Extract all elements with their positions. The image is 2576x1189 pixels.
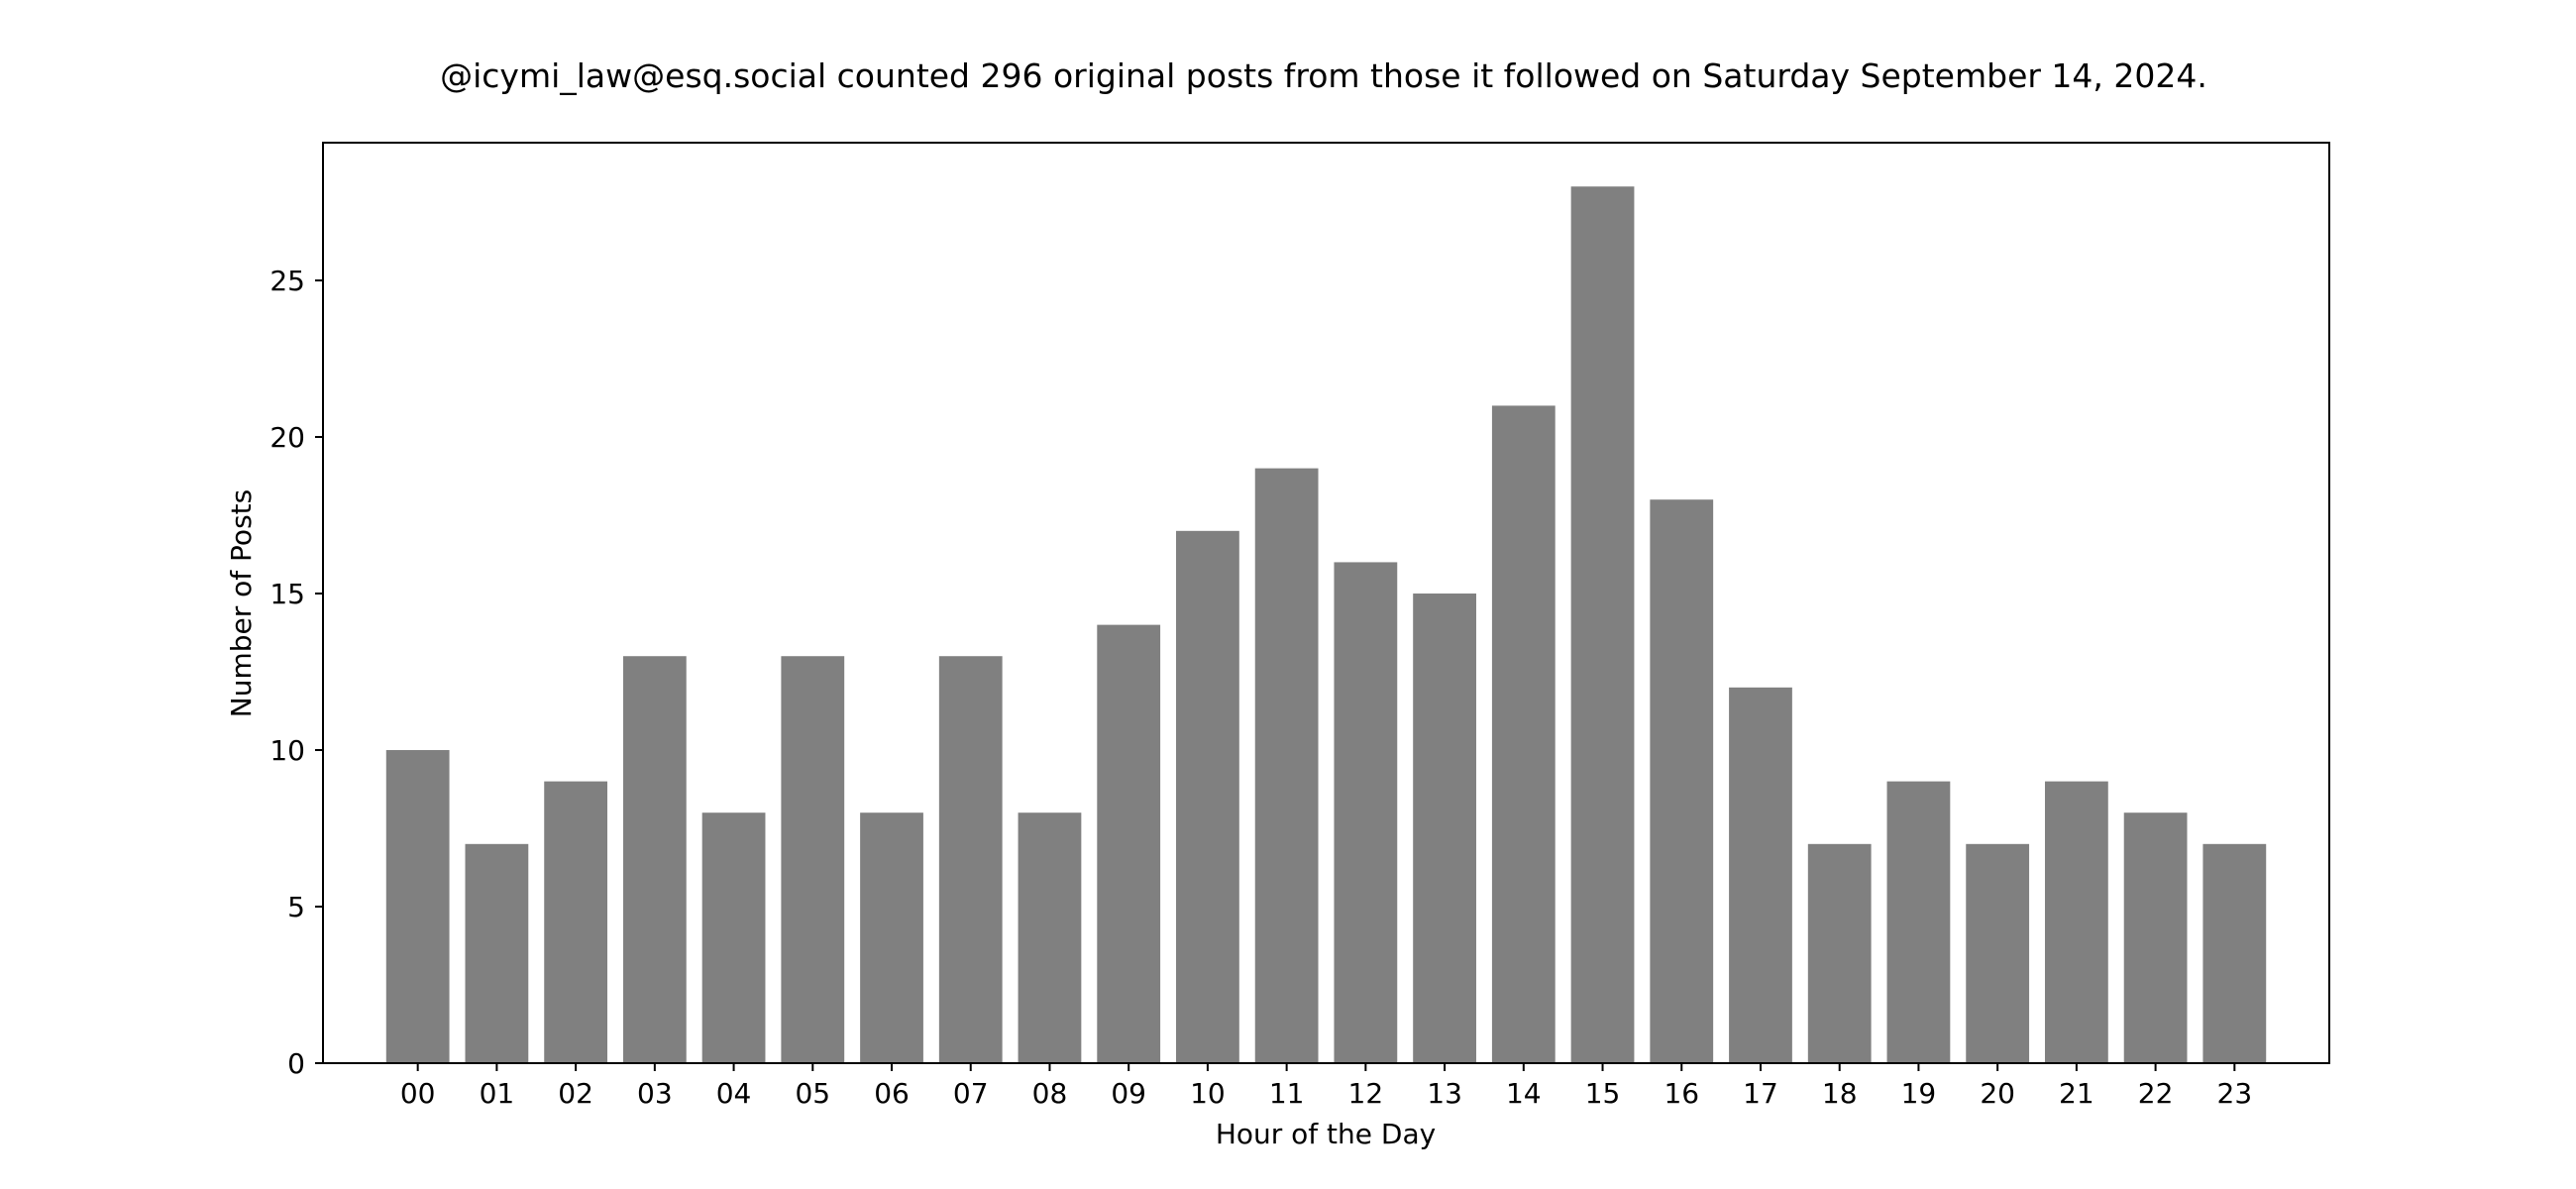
bar-hour-08: [1018, 812, 1082, 1063]
y-tick-label: 5: [287, 891, 305, 923]
bar-hour-01: [465, 843, 529, 1063]
x-tick-label: 10: [1190, 1077, 1226, 1110]
y-axis-ticks: 0 5 10 15 20 25: [269, 265, 323, 1080]
bar-hour-02: [544, 781, 608, 1063]
x-tick-label: 05: [795, 1077, 830, 1110]
x-tick-label: 21: [2059, 1077, 2094, 1110]
bar-hour-23: [2202, 843, 2267, 1063]
y-tick-label: 20: [269, 421, 305, 454]
bar-hour-22: [2123, 812, 2188, 1063]
x-tick-label: 18: [1822, 1077, 1858, 1110]
y-tick-label: 25: [269, 265, 305, 297]
x-axis-label: Hour of the Day: [1216, 1118, 1436, 1150]
bar-hour-07: [938, 656, 1003, 1063]
bar-hour-13: [1413, 594, 1476, 1063]
bar-hour-19: [1886, 781, 1951, 1063]
bar-hour-18: [1807, 843, 1872, 1063]
bar-hour-21: [2044, 781, 2108, 1063]
bar-hour-10: [1176, 530, 1239, 1063]
bar-hour-09: [1097, 624, 1161, 1063]
x-tick-label: 01: [480, 1077, 515, 1110]
x-tick-label: 07: [953, 1077, 989, 1110]
x-tick-label: 16: [1664, 1077, 1699, 1110]
bar-hour-04: [701, 812, 766, 1063]
bar-hour-15: [1570, 186, 1635, 1064]
chart-title: @icymi_law@esq.social counted 296 origin…: [440, 56, 2207, 95]
y-tick-label: 0: [287, 1047, 305, 1080]
bar-hour-06: [860, 812, 923, 1063]
bar-hour-00: [385, 750, 450, 1063]
bar-hour-03: [622, 656, 687, 1063]
x-tick-label: 04: [716, 1077, 752, 1110]
x-tick-label: 19: [1901, 1077, 1937, 1110]
bar-hour-11: [1254, 468, 1319, 1063]
x-tick-label: 03: [637, 1077, 673, 1110]
bar-hour-05: [781, 656, 845, 1063]
plot-frame: [322, 142, 2330, 1064]
bar-hour-16: [1650, 499, 1714, 1064]
x-tick-label: 13: [1427, 1077, 1462, 1110]
bar-hour-12: [1334, 562, 1398, 1063]
x-tick-label: 22: [2138, 1077, 2174, 1110]
y-tick-label: 15: [269, 578, 305, 610]
x-tick-label: 06: [874, 1077, 910, 1110]
bar-hour-17: [1729, 687, 1792, 1063]
y-axis-label: Number of Posts: [225, 489, 258, 717]
y-tick-label: 10: [269, 734, 305, 767]
x-tick-label: 15: [1585, 1077, 1621, 1110]
x-tick-label: 11: [1269, 1077, 1305, 1110]
x-tick-label: 00: [400, 1077, 436, 1110]
x-tick-label: 17: [1743, 1077, 1778, 1110]
x-axis-ticks: 00 01 02 03 04 05 06 07 08 09 10 11 12 13 14 15 16 17 18 19…: [400, 1063, 2252, 1110]
x-tick-label: 02: [558, 1077, 593, 1110]
bars-group: [385, 186, 2267, 1064]
x-tick-label: 14: [1506, 1077, 1542, 1110]
x-tick-label: 20: [1980, 1077, 2015, 1110]
bar-hour-20: [1966, 843, 2030, 1063]
x-tick-label: 09: [1111, 1077, 1146, 1110]
bar-hour-14: [1491, 405, 1556, 1063]
x-tick-label: 23: [2217, 1077, 2253, 1110]
x-tick-label: 08: [1032, 1077, 1068, 1110]
x-tick-label: 12: [1348, 1077, 1384, 1110]
